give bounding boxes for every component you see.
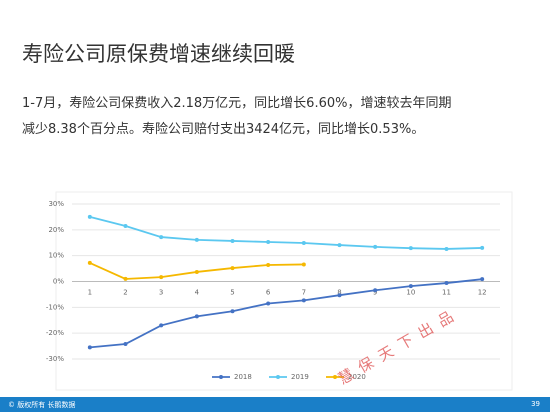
x-tick-label: 7 <box>302 289 306 297</box>
y-tick-label: -20% <box>46 329 64 337</box>
legend-marker <box>219 375 223 379</box>
point <box>87 345 92 350</box>
point <box>266 262 271 267</box>
body-line: 1-7月，寿险公司保费收入2.18万亿元，同比增长6.60%，增速较去年同期 <box>22 96 452 111</box>
footer: © 版权所有 长鹅数据 39 <box>0 397 550 412</box>
point <box>373 244 378 249</box>
point <box>123 342 128 347</box>
y-tick-label: -10% <box>46 303 64 311</box>
chart-frame <box>55 191 513 391</box>
point <box>480 245 485 250</box>
point <box>123 223 128 228</box>
x-tick-label: 6 <box>266 289 271 297</box>
point <box>444 281 449 286</box>
y-tick-label: 20% <box>48 226 64 234</box>
point <box>230 266 235 271</box>
point <box>301 298 306 303</box>
x-tick-label: 10 <box>406 289 415 297</box>
point <box>301 262 306 267</box>
legend-label: 2020 <box>348 373 366 381</box>
legend-marker <box>333 375 337 379</box>
x-tick-label: 5 <box>230 289 234 297</box>
y-tick-label: -30% <box>46 355 64 363</box>
point <box>266 301 271 306</box>
point <box>87 260 92 265</box>
x-tick-label: 11 <box>442 289 451 297</box>
page-number: 39 <box>531 400 540 408</box>
x-tick-label: 2 <box>123 289 127 297</box>
point <box>230 309 235 314</box>
point <box>301 241 306 246</box>
point <box>230 238 235 243</box>
point <box>373 288 378 293</box>
x-tick-label: 3 <box>159 289 163 297</box>
point <box>408 246 413 251</box>
point <box>123 276 128 281</box>
footer-text: © 版权所有 长鹅数据 <box>8 401 76 409</box>
series-line <box>89 216 483 250</box>
body-line: 减少8.38个百分点。寿险公司赔付支出3424亿元，同比增长0.53%。 <box>22 122 425 137</box>
point <box>194 269 199 274</box>
legend-label: 2018 <box>234 373 252 381</box>
point <box>194 314 199 319</box>
slide-title: 寿险公司原保费增速继续回暖 <box>22 42 295 66</box>
y-tick-label: 30% <box>48 200 64 208</box>
legend-label: 2019 <box>291 373 309 381</box>
point <box>194 237 199 242</box>
point <box>480 277 485 282</box>
point <box>266 239 271 244</box>
y-tick-label: 10% <box>48 252 64 260</box>
series-line <box>89 278 483 349</box>
point <box>337 243 342 248</box>
point <box>87 214 92 219</box>
legend-marker <box>276 375 280 379</box>
x-tick-label: 8 <box>337 289 341 297</box>
x-tick-label: 12 <box>478 289 487 297</box>
point <box>159 275 164 280</box>
point <box>444 246 449 251</box>
x-tick-label: 9 <box>373 289 377 297</box>
point <box>337 293 342 298</box>
point <box>159 323 164 328</box>
y-tick-label: 0% <box>53 278 64 286</box>
x-tick-label: 1 <box>88 289 92 297</box>
point <box>159 235 164 240</box>
point <box>408 284 413 289</box>
x-tick-label: 4 <box>195 289 200 297</box>
